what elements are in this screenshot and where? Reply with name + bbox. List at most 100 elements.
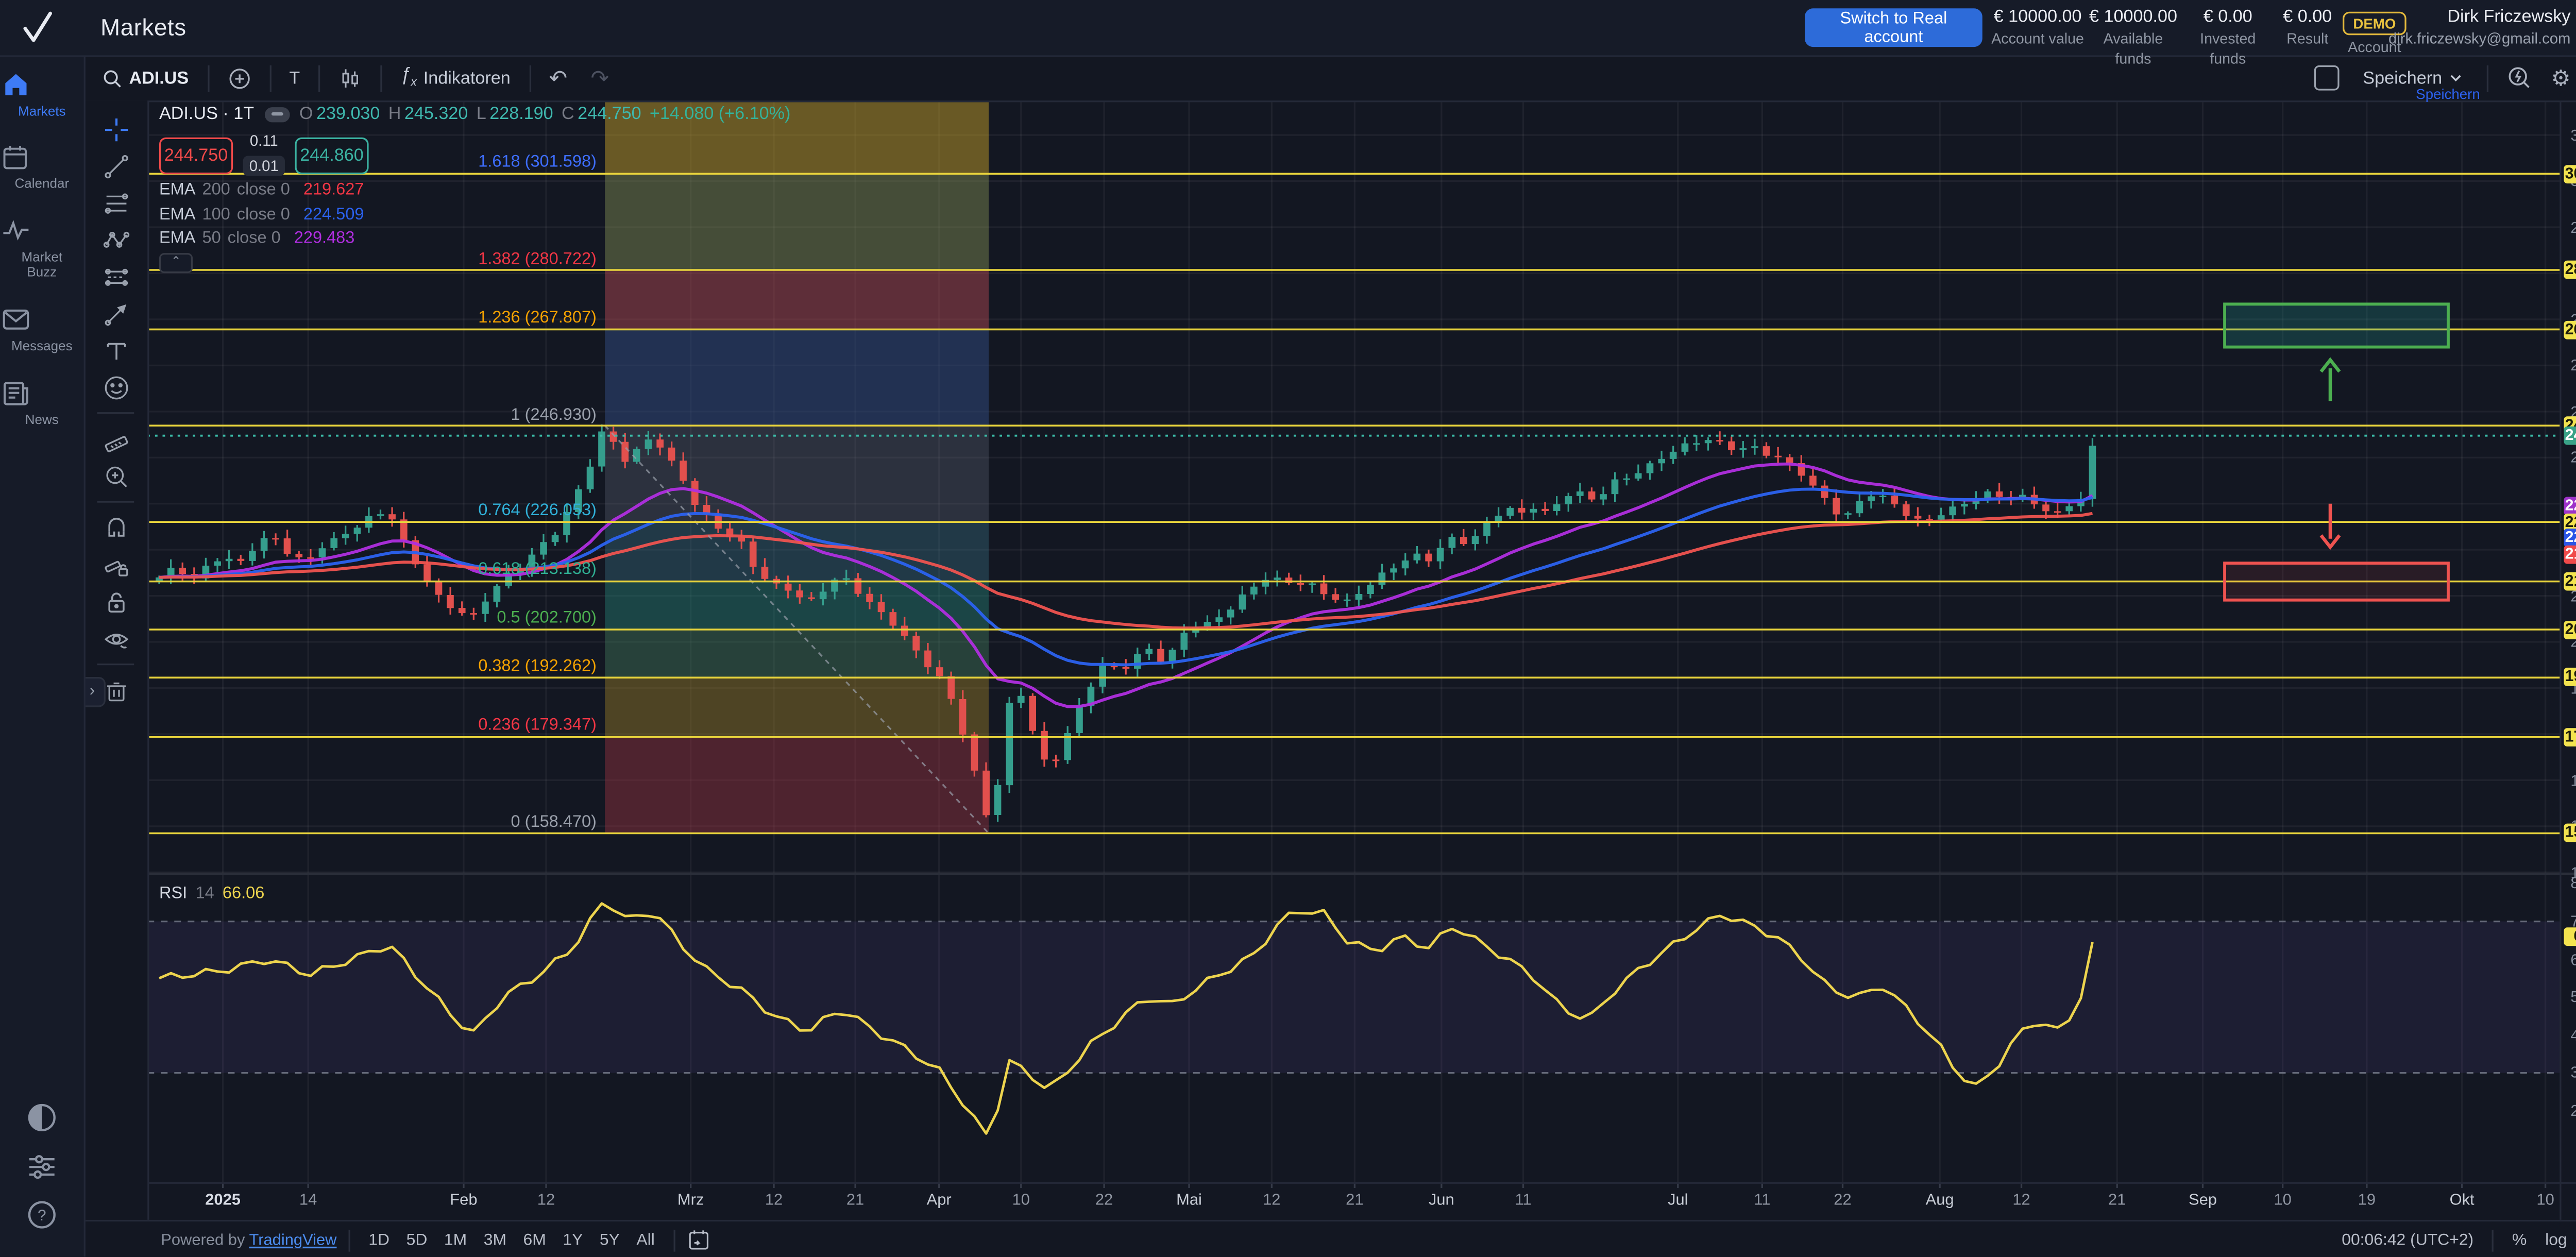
save-tooltip: Speichern (2416, 85, 2480, 103)
price-label-202.700: 202.700 (2563, 620, 2576, 639)
time-tick-12: 12 (765, 1191, 783, 1210)
price-tick: 240.000 (2570, 449, 2576, 466)
price-axis[interactable]: 310.000300.000290.000280.000270.000260.0… (2561, 100, 2576, 1221)
redo-button[interactable]: ↷ (586, 61, 614, 95)
theme-icon[interactable] (25, 1101, 59, 1134)
chevron-down-icon (2451, 75, 2462, 82)
user-info[interactable]: Dirk Friczewsky dirk.friczewsky@gmail.co… (2388, 7, 2571, 47)
indicators-button[interactable]: ƒx Indikatoren (396, 63, 516, 93)
sidebar-item-messages[interactable]: Messages (0, 303, 84, 353)
time-tick-21: 21 (1346, 1191, 1364, 1210)
fib-label-1.618: 1.618 (301.598) (478, 154, 597, 173)
pattern-tool-icon[interactable] (84, 221, 148, 258)
range-button-All[interactable]: All (630, 1227, 661, 1252)
time-tick-Mai: Mai (1176, 1191, 1202, 1210)
buy-button[interactable]: 244.860 (295, 137, 369, 175)
sidebar-item-market-buzz[interactable]: Market Buzz (0, 214, 84, 280)
magnet-tool-icon[interactable] (84, 509, 148, 547)
chart-type-button[interactable] (333, 63, 367, 93)
price-label-213.138: 213.138 (2563, 572, 2576, 591)
brand-logo-icon[interactable] (19, 8, 59, 48)
sliders-icon[interactable] (25, 1149, 59, 1183)
rsi-tick: 30.00 (2570, 1064, 2576, 1081)
range-button-6M[interactable]: 6M (517, 1227, 553, 1252)
sidebar-item-news[interactable]: News (0, 377, 84, 427)
sidebar-item-calendar[interactable]: Calendar (0, 142, 84, 191)
time-tick-10: 10 (2274, 1191, 2292, 1210)
time-tick-12: 12 (2012, 1191, 2030, 1210)
compare-button[interactable] (222, 63, 256, 93)
powered-by: Powered by TradingView (161, 1230, 337, 1249)
price-label-224.509: 224.509 (2563, 529, 2576, 548)
quick-search-icon[interactable] (2507, 65, 2533, 91)
legend-symbol[interactable]: ADI.US · 1T (159, 104, 255, 124)
sidebar-item-markets[interactable]: Markets (0, 69, 84, 119)
hide-drawings-icon[interactable] (84, 620, 148, 657)
range-button-5D[interactable]: 5D (400, 1227, 434, 1252)
fib-label-1.236: 1.236 (267.807) (478, 309, 597, 328)
symbol-search-button[interactable]: ADI.US (97, 64, 194, 91)
settings-gear-icon[interactable]: ⚙ (2551, 64, 2571, 90)
ema-200-legend[interactable]: EMA 200 close 0 219.627 (159, 180, 364, 199)
price-label-226.053: 226.053 (2563, 513, 2576, 532)
time-tick-14: 14 (299, 1191, 317, 1210)
range-button-1M[interactable]: 1M (437, 1227, 473, 1252)
time-tick-21: 21 (846, 1191, 865, 1210)
fib-label-0.5: 0.5 (202.700) (497, 609, 597, 628)
fib-retracement-tool-icon[interactable] (84, 184, 148, 222)
trend-line-tool-icon[interactable] (84, 147, 148, 184)
range-button-1D[interactable]: 1D (362, 1227, 396, 1252)
rsi-tick: 70.00 (2570, 913, 2576, 930)
time-axis[interactable]: 2025 14 Feb 12 Mrz 12 21 Apr 10 22 Mai 12 21 Jun 11 Jul… (147, 1183, 2561, 1220)
price-label-179.249: 179.249 (2563, 728, 2576, 747)
sell-button[interactable]: 244.750 (159, 137, 233, 175)
price-label-280.722: 280.722 (2563, 261, 2576, 279)
clock-display[interactable]: 00:06:42 (UTC+2) (2342, 1230, 2474, 1249)
time-tick-Okt: Okt (2449, 1191, 2475, 1210)
toolbar-separator (97, 664, 134, 666)
log-scale-toggle[interactable]: log (2545, 1230, 2567, 1249)
legend-visibility-pill-icon[interactable] (264, 106, 290, 122)
fib-label-0.764: 0.764 (226.053) (478, 501, 597, 520)
projection-tool-icon[interactable] (84, 258, 148, 295)
drawing-toolbar (83, 100, 149, 1222)
remove-drawings-icon[interactable] (84, 672, 148, 709)
legend-collapse-button[interactable]: ⌃ (159, 253, 193, 274)
rsi-value-label: 66.06 (2563, 927, 2576, 946)
price-label-192.262: 192.262 (2563, 668, 2576, 687)
crosshair-tool-icon[interactable] (84, 111, 148, 148)
undo-button[interactable]: ↶ (544, 61, 572, 95)
switch-to-real-account-button[interactable]: Switch to Real account (1804, 8, 1982, 47)
drawing-mode-lock-icon[interactable] (84, 546, 148, 583)
time-tick-11: 11 (1754, 1191, 1771, 1210)
price-tick: 190.000 (2570, 680, 2576, 697)
home-icon (0, 69, 84, 100)
ruler-tool-icon[interactable] (84, 420, 148, 457)
price-tick: 210.000 (2570, 587, 2576, 604)
help-icon[interactable]: ? (25, 1198, 59, 1232)
ema-100-legend[interactable]: EMA 100 close 0 224.509 (159, 205, 364, 224)
range-button-1Y[interactable]: 1Y (556, 1227, 589, 1252)
save-layout-button[interactable]: Speichern (2358, 64, 2469, 91)
layout-checkbox-icon[interactable] (2314, 65, 2340, 91)
range-button-5Y[interactable]: 5Y (593, 1227, 626, 1252)
emoji-tool-icon[interactable] (84, 369, 148, 406)
toolbar-separator (97, 412, 134, 414)
legend-change: +14.080 (+6.10%) (649, 104, 791, 124)
lock-all-icon[interactable] (84, 583, 148, 620)
zoom-in-tool-icon[interactable] (84, 457, 148, 495)
fib-label-0.382: 0.382 (192.262) (478, 657, 597, 676)
go-to-date-icon[interactable] (687, 1228, 710, 1252)
text-tool-icon[interactable] (84, 332, 148, 369)
interval-button[interactable]: T (284, 64, 305, 91)
tradingview-link[interactable]: TradingView (249, 1230, 337, 1249)
ema-50-legend[interactable]: EMA 50 close 0 229.483 (159, 230, 355, 249)
arrow-tool-icon[interactable] (84, 295, 148, 332)
range-button-3M[interactable]: 3M (477, 1227, 513, 1252)
chart-legend: ADI.US · 1T O 239.030 H 245.320 L 228.190 C 244… (159, 104, 791, 274)
price-tick: 270.000 (2570, 311, 2576, 328)
time-tick-22: 22 (1834, 1191, 1852, 1210)
percent-scale-toggle[interactable]: % (2512, 1230, 2527, 1249)
